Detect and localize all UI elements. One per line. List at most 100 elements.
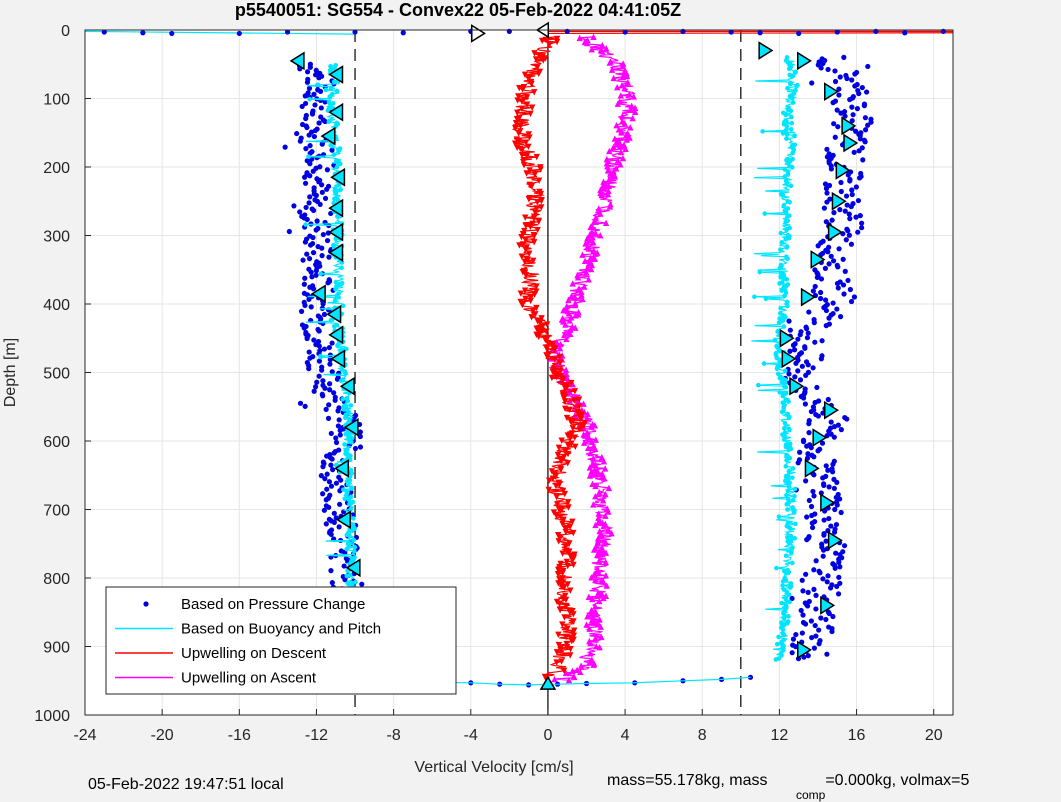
pressure-point — [837, 314, 844, 320]
descent-triangle-marker — [328, 102, 344, 122]
pressure-point — [311, 133, 317, 140]
pressure-point — [329, 340, 335, 346]
pressure-point — [809, 520, 815, 526]
descent-triangle-marker — [343, 417, 359, 437]
pressure-point — [357, 429, 363, 435]
pressure-point — [824, 199, 830, 205]
descent-triangle-marker — [320, 126, 336, 146]
pressure-point — [846, 211, 852, 217]
pressure-point — [302, 403, 308, 409]
tick-labels: -24 -20 -16 -12 -8 -4 0 4 8 12 16 20010020030040050… — [34, 23, 942, 744]
pressure-point — [835, 591, 842, 597]
pressure-point — [820, 547, 827, 553]
pressure-point — [792, 374, 798, 380]
pressure-point — [793, 360, 799, 366]
pressure-point — [802, 401, 808, 407]
pressure-point — [836, 92, 842, 98]
y-tick-label: 400 — [43, 297, 70, 314]
pressure-point — [825, 396, 831, 403]
buoyancy-ascent — [751, 55, 800, 662]
ascent-triangle-marker — [758, 41, 774, 60]
pressure-point — [294, 130, 300, 137]
pressure-point — [815, 448, 821, 454]
pressure-point — [317, 201, 323, 208]
ascent-triangle-marker — [804, 459, 820, 478]
pressure-point — [319, 245, 325, 251]
pressure-point — [826, 261, 832, 267]
footer-mass-info: mass=55.178kg, mass comp=0.000kg, volmax… — [607, 772, 969, 802]
pressure-point — [859, 84, 865, 91]
pressure-point — [823, 185, 830, 192]
pressure-point — [808, 408, 814, 415]
pressure-point — [864, 89, 870, 95]
pressure-point — [803, 478, 809, 484]
pressure-point — [324, 167, 331, 173]
pressure-point — [819, 440, 826, 446]
pressure-point — [849, 187, 855, 193]
y-tick-label: 600 — [43, 434, 70, 451]
pressure-point — [819, 338, 825, 344]
pressure-point — [297, 400, 304, 406]
pressure-point — [322, 385, 328, 391]
pressure-point — [828, 166, 834, 172]
x-axis-label: Vertical Velocity [cm/s] — [414, 759, 573, 776]
ascent-triangle-marker — [831, 191, 847, 211]
pressure-point — [329, 580, 335, 586]
pressure-point — [325, 415, 332, 421]
pressure-point — [822, 265, 829, 271]
pressure-point — [856, 90, 862, 97]
pressure-point — [820, 475, 826, 481]
pressure-point — [316, 358, 323, 364]
pressure-point — [812, 283, 818, 290]
pressure-point — [830, 461, 836, 467]
pressure-point — [304, 79, 311, 85]
pressure-point — [817, 570, 823, 576]
pressure-point — [862, 139, 868, 145]
pressure-point — [845, 228, 851, 234]
legend-box — [105, 586, 457, 695]
pressure-point — [795, 336, 801, 342]
pressure-point — [306, 256, 313, 262]
pressure-point — [322, 118, 328, 125]
pressure-point — [319, 253, 325, 259]
surface-point — [834, 29, 840, 35]
pressure-point — [810, 488, 816, 495]
pressure-point — [328, 430, 334, 437]
pressure-point — [321, 507, 327, 513]
pressure-point — [313, 227, 319, 233]
pressure-point — [357, 433, 363, 440]
pressure-point — [786, 318, 792, 324]
pressure-point — [838, 188, 844, 195]
pressure-point — [861, 103, 867, 109]
pressure-point — [844, 75, 850, 82]
pressure-point — [857, 136, 863, 142]
pressure-point — [847, 96, 853, 103]
pressure-point — [803, 571, 809, 577]
pressure-point — [320, 378, 326, 384]
pressure-point — [823, 323, 829, 329]
descent-triangle-marker — [330, 349, 346, 369]
surface-point — [622, 29, 628, 35]
pressure-point — [326, 344, 332, 351]
chart-title: p5540051: SG554 - Convex22 05-Feb-2022 0… — [235, 0, 681, 20]
pressure-point — [835, 264, 841, 270]
pressure-point — [824, 651, 830, 657]
pressure-point — [334, 376, 341, 382]
pressure-point — [813, 633, 819, 639]
pressure-point — [798, 607, 804, 614]
legend-entry-label: Based on Buoyancy and Pitch — [181, 621, 381, 638]
pressure-point — [286, 228, 292, 235]
pressure-point — [320, 464, 326, 470]
y-tick-label: 300 — [43, 229, 70, 246]
footer-local-time-text: 05-Feb-2022 19:47:51 local — [88, 776, 284, 793]
pressure-point — [337, 427, 343, 434]
pressure-point — [842, 268, 848, 274]
surface-buoyancy-line — [84, 30, 356, 35]
ascent-triangle-marker — [800, 287, 816, 307]
pressure-point — [842, 113, 848, 119]
pressure-point — [837, 74, 843, 80]
pressure-point — [806, 309, 812, 315]
pressure-point — [308, 304, 314, 310]
x-tick-label: -24 — [73, 727, 96, 744]
pressure-point — [804, 603, 811, 609]
